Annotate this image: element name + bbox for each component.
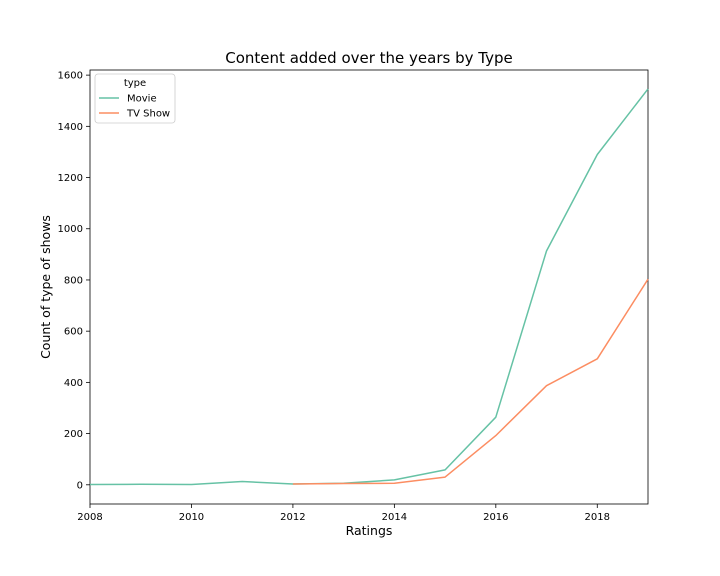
legend-entry: Movie bbox=[127, 94, 157, 105]
plot-area bbox=[89, 69, 649, 505]
x-axis: 2008 2010 2012 2014 2016 2018 bbox=[77, 504, 610, 523]
y-tick-label: 800 bbox=[64, 275, 83, 286]
series-line-movie bbox=[89, 88, 649, 486]
y-tick-label: 0 bbox=[77, 480, 83, 491]
legend-entry: TV Show bbox=[126, 109, 170, 120]
x-tick-label: 2018 bbox=[585, 512, 610, 523]
x-tick-label: 2012 bbox=[280, 512, 305, 523]
legend-box bbox=[94, 73, 176, 124]
legend: type Movie TV Show bbox=[94, 73, 176, 124]
series-line-tv-show bbox=[292, 278, 649, 485]
x-tick-label: 2008 bbox=[77, 512, 102, 523]
legend-title: type bbox=[124, 78, 146, 89]
y-axis-label: Count of type of shows bbox=[38, 215, 53, 359]
y-tick-label: 1000 bbox=[58, 224, 83, 235]
plot-frame bbox=[89, 69, 649, 505]
x-axis-label: Ratings bbox=[346, 523, 393, 538]
y-tick-label: 1600 bbox=[58, 71, 83, 82]
y-tick-label: 200 bbox=[64, 429, 83, 440]
y-tick-label: 1400 bbox=[58, 122, 83, 133]
y-tick-label: 400 bbox=[64, 378, 83, 389]
y-tick-label: 600 bbox=[64, 327, 83, 338]
x-tick-label: 2014 bbox=[382, 512, 407, 523]
x-tick-label: 2016 bbox=[483, 512, 508, 523]
y-axis: 0 200 400 600 800 1000 1200 1400 1600 bbox=[58, 71, 90, 491]
x-tick-label: 2010 bbox=[179, 512, 204, 523]
y-tick-label: 1200 bbox=[58, 173, 83, 184]
chart-title: Content added over the years by Type bbox=[225, 49, 512, 67]
